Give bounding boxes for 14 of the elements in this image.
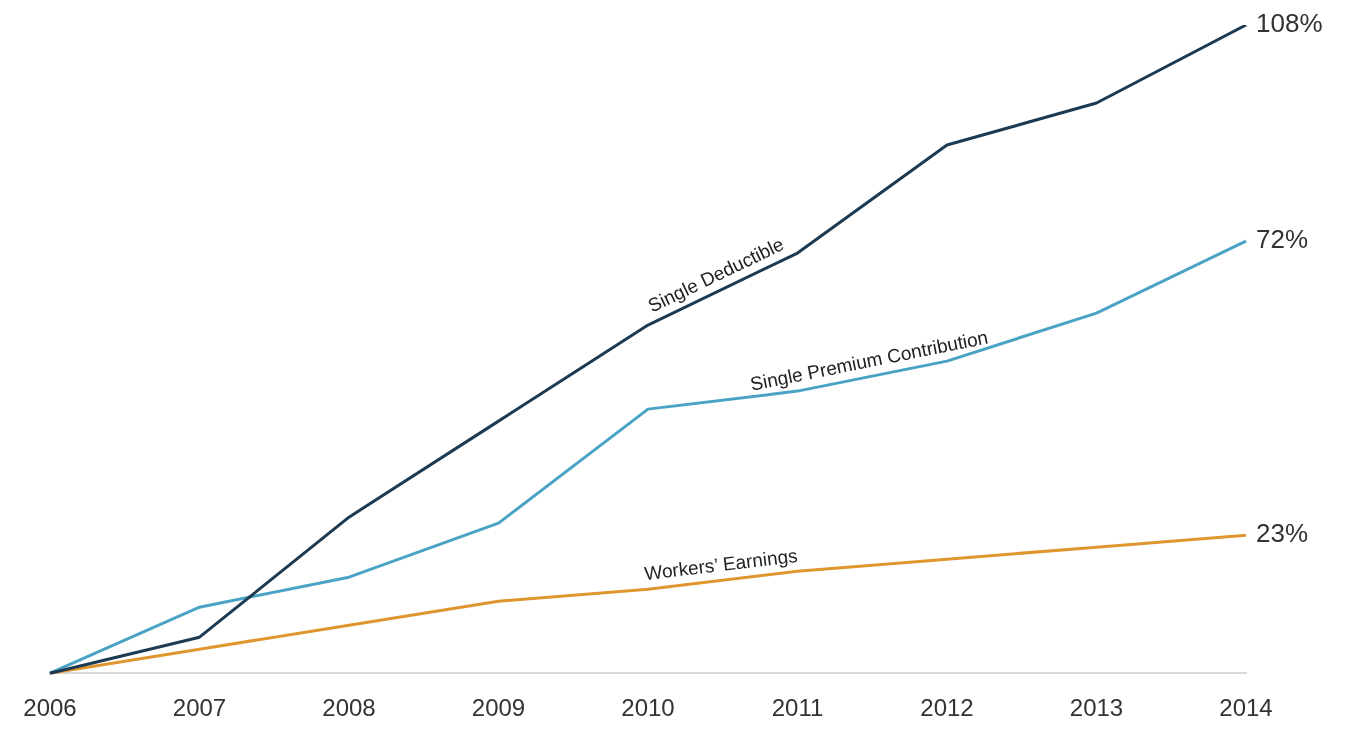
- x-tick-label: 2006: [23, 694, 77, 722]
- text: Single Premium Contribution: [748, 326, 990, 395]
- x-tick-label: 2007: [172, 694, 227, 722]
- x-tick-label: 2013: [1069, 694, 1124, 722]
- x-tick-label: 2008: [322, 694, 376, 722]
- data-label: 23%: [1256, 518, 1309, 549]
- data-label: 108%: [1256, 8, 1323, 39]
- x-tick-label: 2012: [920, 694, 974, 722]
- x-tick-label: 2010: [621, 694, 675, 722]
- x-tick-label: 2014: [1219, 694, 1273, 722]
- x-tick-label: 2011: [771, 694, 824, 722]
- data-label: 72%: [1256, 224, 1309, 255]
- text: Workers’ Earnings: [643, 544, 799, 585]
- x-tick-label: 2009: [471, 694, 526, 722]
